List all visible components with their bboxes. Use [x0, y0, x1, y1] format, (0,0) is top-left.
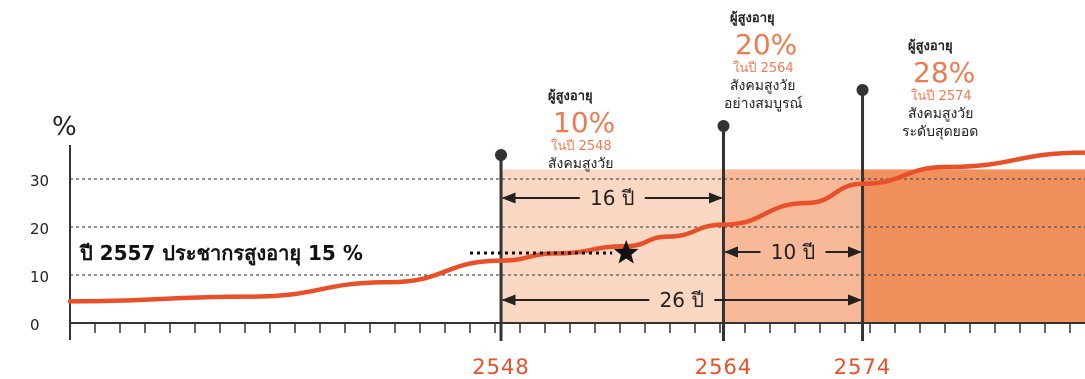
- span-label: 10 ปี: [771, 240, 816, 264]
- callout: ปี 2557 ประชากรสูงอายุ 15 %: [79, 240, 639, 267]
- annotation-title: ผู้สูงอายุ: [908, 38, 953, 54]
- annotation-labels: ผู้สูงอายุ10%ในปี 2548สังคมสูงวัยผู้สูงอ…: [548, 10, 978, 172]
- gridlines: [70, 178, 1085, 276]
- span-arrows: 16 ปี 10 ปี 26 ปี: [501, 186, 862, 312]
- annotation-year: ในปี 2574: [911, 88, 972, 104]
- annotation-year: ในปี 2564: [733, 60, 794, 76]
- annotation-title: ผู้สูงอายุ: [730, 10, 775, 26]
- series-line: [67, 150, 1085, 304]
- annotation-status: สังคมสูงวัย: [548, 156, 613, 172]
- marker-dot: [717, 120, 730, 132]
- y-tick-label: 10: [30, 268, 49, 286]
- annotation-status-2: ระดับสุดยอด: [902, 124, 978, 140]
- annotation-percent: 20%: [735, 28, 797, 61]
- marker-dot: [856, 84, 869, 96]
- shade-region-3: [862, 169, 1085, 323]
- callout-text: ปี 2557 ประชากรสูงอายุ 15 %: [79, 241, 363, 267]
- shade-region-2: [723, 169, 863, 323]
- annotation-title: ผู้สูงอายุ: [548, 88, 593, 104]
- x-marker-label: 2548: [472, 355, 529, 379]
- span-label: 26 ปี: [660, 288, 705, 312]
- annotation-status: สังคมสูงวัย: [730, 78, 795, 94]
- annotation-status-2: อย่างสมบูรณ์: [724, 95, 802, 112]
- y-axis-label: %: [52, 112, 77, 142]
- year-markers: 2548 2564 2574: [472, 84, 891, 379]
- annotation-percent: 10%: [553, 106, 615, 139]
- annotation-status: สังคมสูงวัย: [908, 106, 973, 122]
- shaded-regions: [501, 169, 1085, 323]
- annotation-percent: 28%: [913, 56, 975, 89]
- x-marker-label: 2574: [834, 355, 891, 379]
- span-label: 16 ปี: [590, 186, 635, 210]
- axes: 0 10 20 30%: [30, 112, 1085, 340]
- y-tick-label: 30: [30, 172, 49, 190]
- star-icon: [613, 240, 639, 264]
- series-lines: [67, 150, 1085, 304]
- y-tick-label: 0: [30, 316, 40, 334]
- marker-dot: [495, 149, 508, 161]
- x-marker-label: 2564: [695, 355, 752, 379]
- annotation-year: ในปี 2548: [551, 138, 612, 154]
- y-tick-label: 20: [30, 220, 49, 238]
